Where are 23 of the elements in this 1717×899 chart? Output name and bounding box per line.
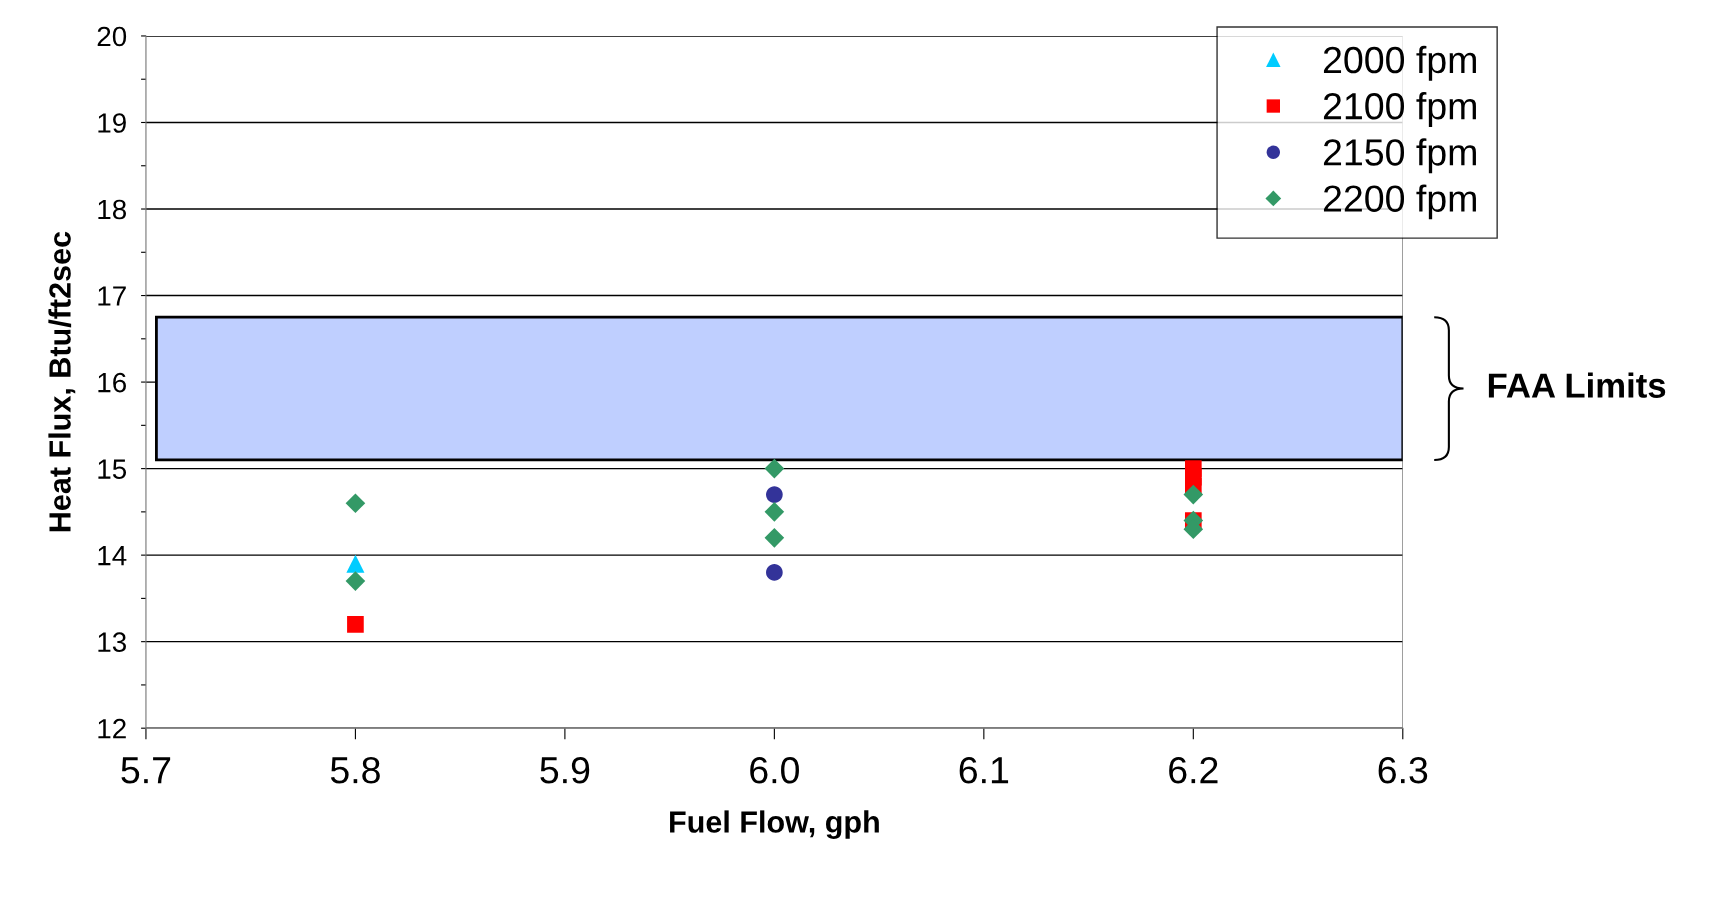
x-tick-label: 6.3	[1378, 756, 1428, 784]
y-tick-label: 18	[98, 199, 126, 220]
band-label: FAA Limits	[1488, 372, 1666, 398]
x-tick-label: 6.1	[959, 756, 1009, 784]
x-axis-title: Fuel Flow, gph	[670, 810, 879, 839]
x-tick-label: 5.7	[121, 757, 171, 784]
x-tick-label: 6.2	[1169, 756, 1218, 784]
y-tick-label: 20	[97, 26, 127, 47]
legend-label: 2150 fpm	[1323, 138, 1476, 174]
legend-label: 2000 fpm	[1323, 45, 1476, 81]
y-tick-label: 12	[98, 718, 126, 739]
y-tick-label: 14	[98, 546, 127, 566]
legend-label: 2100 fpm	[1323, 92, 1476, 127]
y-tick-label: 16	[98, 372, 126, 393]
x-tick-label: 5.9	[540, 756, 590, 784]
y-tick-label: 19	[98, 113, 126, 133]
legend-label: 2200 fpm	[1323, 184, 1476, 220]
y-tick-label: 13	[98, 632, 126, 652]
x-tick-label: 6.0	[750, 756, 799, 784]
y-tick-label: 15	[98, 459, 127, 479]
y-tick-label: 17	[98, 286, 126, 306]
y-axis-title: Heat Flux, Btu/ft2sec	[48, 231, 76, 532]
x-tick-label: 5.8	[330, 756, 380, 784]
